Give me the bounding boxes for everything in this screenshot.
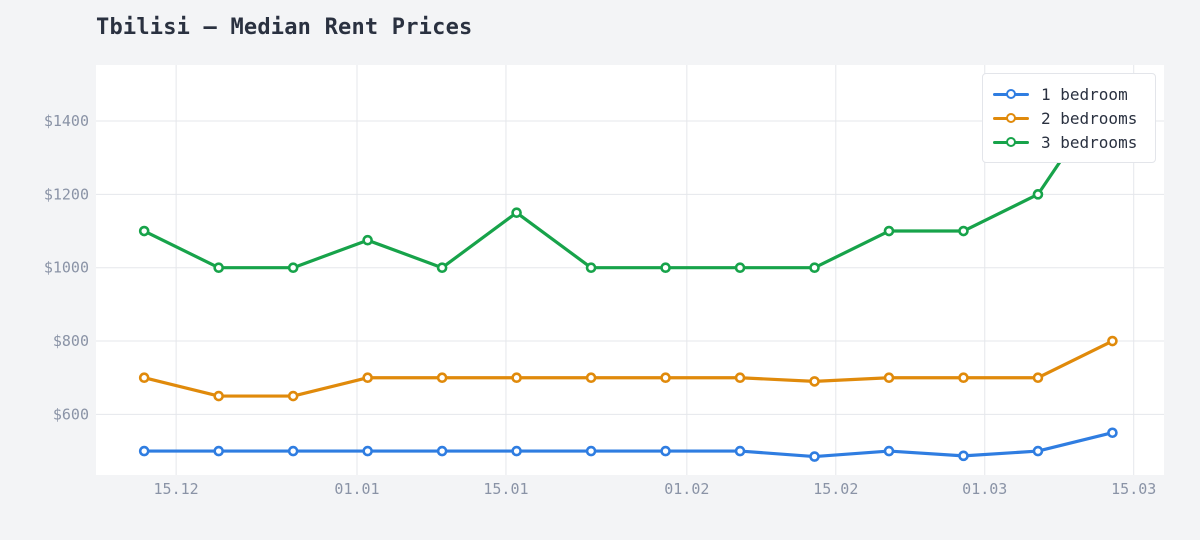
- data-point: [958, 372, 969, 384]
- data-point: [287, 390, 299, 402]
- data-point: [958, 225, 969, 237]
- x-tick-label: 15.02: [813, 480, 858, 498]
- data-point: [660, 445, 671, 457]
- x-tick-label: 01.03: [962, 480, 1007, 498]
- data-point: [585, 445, 597, 457]
- data-point: [362, 372, 373, 384]
- data-point: [213, 445, 224, 457]
- legend-line-marker-icon: [993, 88, 1029, 100]
- data-point: [809, 376, 820, 387]
- data-point: [883, 372, 895, 384]
- y-tick-label: $1000: [44, 259, 89, 277]
- data-point: [1107, 335, 1118, 347]
- y-tick-label: $1200: [44, 185, 89, 203]
- data-point: [436, 372, 448, 384]
- data-point: [287, 445, 299, 457]
- data-point: [585, 262, 597, 274]
- data-point: [809, 451, 820, 462]
- data-point: [734, 445, 746, 457]
- data-point: [585, 372, 597, 384]
- data-point: [883, 225, 895, 237]
- data-point: [1032, 189, 1044, 200]
- series-line-2: [142, 339, 1115, 398]
- data-point: [1032, 372, 1044, 384]
- x-tick-label: 01.01: [334, 480, 379, 498]
- legend-label: 2 bedrooms: [1041, 108, 1138, 128]
- data-point: [734, 262, 746, 274]
- data-point: [362, 234, 373, 246]
- legend-line-marker-icon: [993, 112, 1029, 124]
- series-line-3: [142, 82, 1115, 270]
- x-tick-label: 01.02: [664, 480, 709, 498]
- x-tick-label: 15.12: [154, 480, 199, 498]
- data-point: [883, 445, 895, 457]
- data-point: [213, 262, 224, 274]
- legend-item[interactable]: 3 bedrooms: [993, 130, 1145, 154]
- y-tick-label: $1400: [44, 112, 89, 130]
- data-point: [734, 372, 746, 384]
- data-point: [660, 372, 671, 384]
- chart-legend: 1 bedroom 2 bedrooms 3 bedrooms: [982, 73, 1156, 163]
- data-point: [436, 262, 448, 274]
- legend-item[interactable]: 2 bedrooms: [993, 106, 1145, 130]
- data-point: [511, 372, 522, 384]
- data-point: [287, 262, 299, 274]
- data-point: [809, 262, 820, 274]
- legend-line-marker-icon: [993, 136, 1029, 148]
- data-point: [660, 262, 671, 274]
- data-point: [436, 445, 448, 457]
- x-tick-label: 15.03: [1111, 480, 1156, 498]
- data-point: [1032, 445, 1044, 457]
- data-point: [138, 372, 150, 384]
- data-point: [213, 390, 224, 402]
- x-tick-label: 15.01: [483, 480, 528, 498]
- y-tick-label: $800: [53, 332, 89, 350]
- series-line-1: [142, 431, 1115, 459]
- y-tick-label: $600: [53, 405, 89, 423]
- data-point: [138, 225, 150, 237]
- data-point: [138, 445, 150, 457]
- data-point: [511, 445, 522, 457]
- legend-label: 3 bedrooms: [1041, 132, 1138, 152]
- data-point: [958, 450, 969, 462]
- legend-item[interactable]: 1 bedroom: [993, 82, 1145, 106]
- data-point: [1107, 427, 1118, 439]
- data-point: [362, 445, 373, 457]
- data-point: [511, 207, 522, 218]
- legend-label: 1 bedroom: [1041, 84, 1128, 104]
- chart-title: Tbilisi — Median Rent Prices: [96, 15, 473, 40]
